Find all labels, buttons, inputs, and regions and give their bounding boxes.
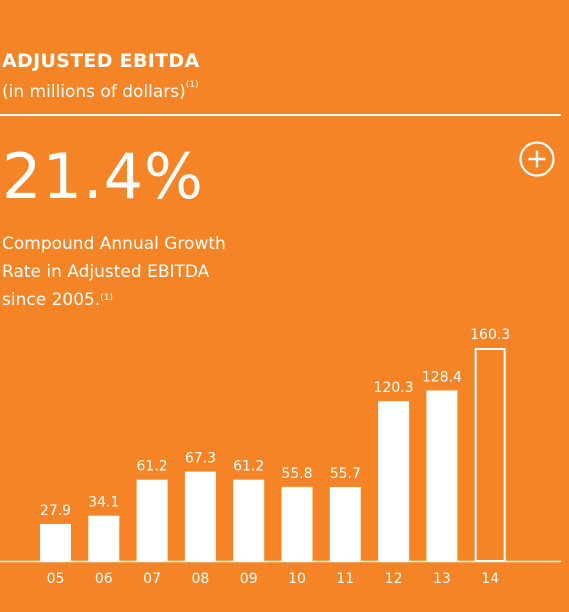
bar-06 — [88, 515, 120, 561]
data-label-09: 61.2 — [233, 459, 264, 475]
bar-09 — [233, 479, 265, 561]
bar-05 — [40, 523, 71, 561]
x-tick-label-09: 09 — [240, 571, 258, 587]
bar-12 — [378, 401, 410, 561]
bar-07 — [136, 479, 168, 561]
x-tick-label-13: 13 — [433, 571, 451, 587]
bar-10 — [281, 486, 313, 561]
description-line: since 2005.(1) — [2, 290, 113, 310]
data-label-13: 128.4 — [422, 369, 462, 385]
data-label-05: 27.9 — [40, 503, 71, 519]
x-tick-label-14: 14 — [481, 571, 499, 587]
data-label-06: 34.1 — [88, 495, 119, 511]
subtitle-footnote: (1) — [185, 80, 199, 90]
data-label-08: 67.3 — [185, 451, 216, 467]
bar-14 — [474, 348, 506, 562]
description-footnote: (1) — [100, 293, 113, 303]
cagr-description: Compound Annual Growth Rate in Adjusted … — [2, 230, 302, 314]
x-tick-label-05: 05 — [47, 571, 65, 587]
x-tick-label-08: 08 — [191, 571, 209, 587]
data-label-10: 55.8 — [281, 466, 312, 482]
data-label-11: 55.7 — [330, 466, 361, 482]
bar-08 — [184, 471, 216, 561]
x-tick-label-11: 11 — [336, 571, 354, 587]
x-tick-label-07: 07 — [143, 571, 161, 587]
bar-11 — [329, 486, 361, 561]
x-tick-label-06: 06 — [95, 571, 113, 587]
x-tick-label-12: 12 — [385, 571, 403, 587]
x-tick-label-10: 10 — [288, 571, 306, 587]
subtitle-text: (in millions of dollars) — [2, 82, 186, 102]
chart-title: ADJUSTED EBITDA — [2, 50, 200, 72]
chart-subtitle: (in millions of dollars)(1) — [2, 80, 199, 102]
divider — [0, 114, 561, 116]
plus-circle-icon[interactable] — [519, 141, 555, 177]
data-label-14: 160.3 — [470, 327, 510, 343]
description-line: Compound Annual Growth — [2, 234, 226, 254]
description-line: Rate in Adjusted EBITDA — [2, 262, 210, 282]
cagr-value: 21.4% — [2, 140, 204, 213]
data-label-12: 120.3 — [374, 380, 414, 396]
bar-13 — [426, 390, 458, 561]
data-label-07: 61.2 — [137, 459, 168, 475]
